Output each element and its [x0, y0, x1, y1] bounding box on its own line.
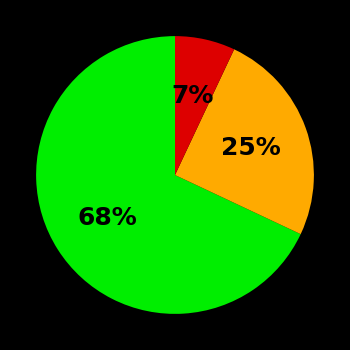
- Text: 25%: 25%: [221, 136, 281, 160]
- Text: 68%: 68%: [77, 206, 137, 230]
- Text: 7%: 7%: [172, 84, 214, 108]
- Wedge shape: [175, 49, 314, 234]
- Wedge shape: [175, 36, 234, 175]
- Wedge shape: [36, 36, 301, 314]
